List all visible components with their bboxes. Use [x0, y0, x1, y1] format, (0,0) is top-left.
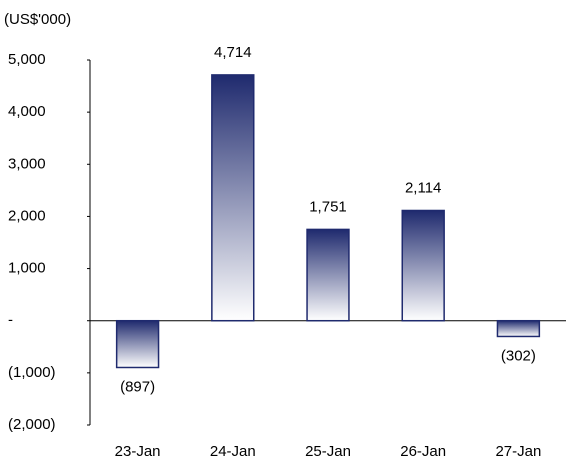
value-label: 1,751	[309, 198, 347, 215]
value-label: 2,114	[405, 179, 441, 196]
x-tick-label: 24-Jan	[210, 443, 256, 460]
bar	[306, 228, 350, 322]
x-tick-label: 25-Jan	[305, 443, 351, 460]
bar	[496, 319, 541, 338]
value-label: 4,714	[214, 44, 252, 61]
y-tick-label: 1,000	[8, 260, 46, 277]
y-tick-label: (2,000)	[8, 416, 56, 433]
x-tick-label: 23-Jan	[115, 443, 161, 460]
y-tick-label: -	[8, 312, 13, 329]
x-tick-label: 26-Jan	[400, 443, 446, 460]
y-tick-label: 4,000	[8, 103, 46, 120]
y-tick-label: 5,000	[8, 51, 46, 68]
value-label: (302)	[501, 347, 536, 364]
y-tick-label: (1,000)	[8, 364, 56, 381]
y-tick-label: 3,000	[8, 155, 46, 172]
x-tick-label: 27-Jan	[495, 443, 541, 460]
value-label: (897)	[120, 378, 155, 395]
unit-label: (US$'000)	[4, 11, 71, 28]
y-tick-label: 2,000	[8, 207, 46, 224]
bar	[401, 209, 445, 322]
bar	[211, 74, 255, 322]
bar	[115, 319, 160, 369]
